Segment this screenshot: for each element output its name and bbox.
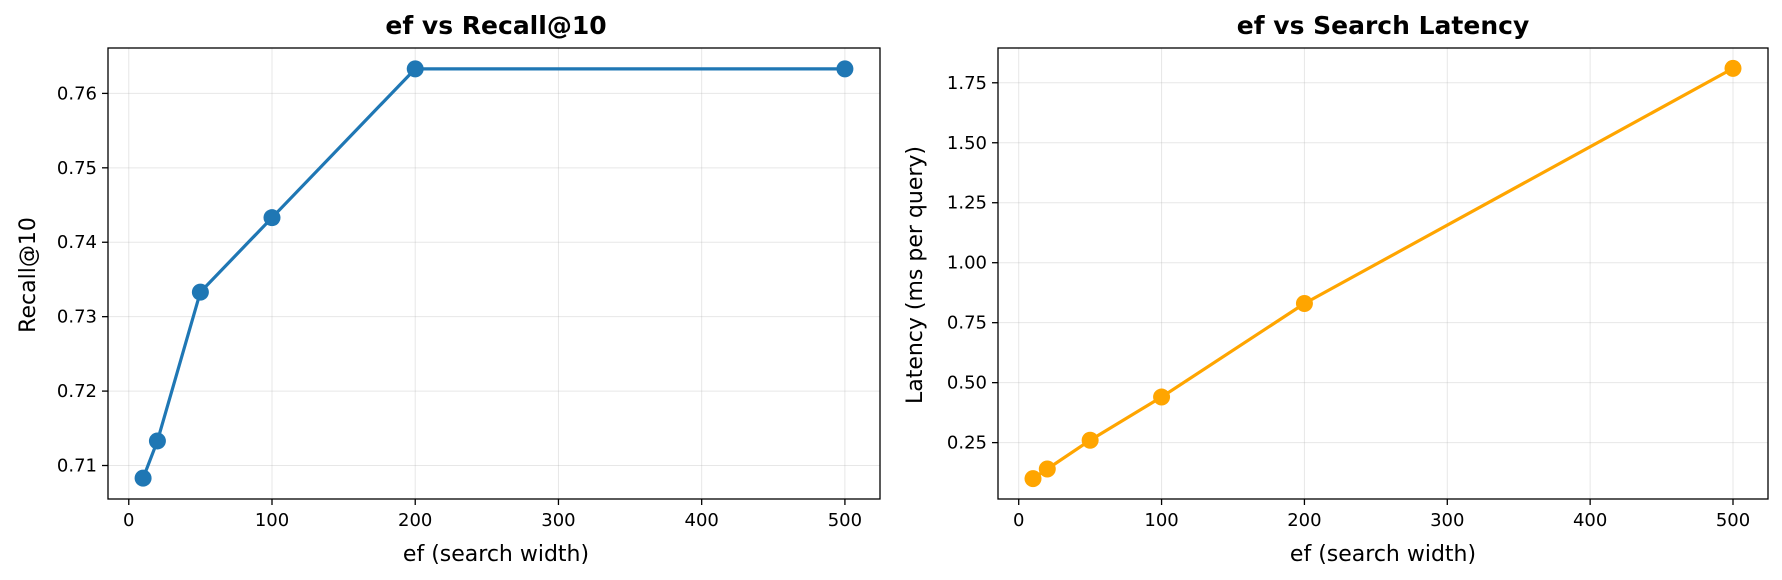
- plot-frame: [107, 47, 881, 500]
- x-axis-label: ef (search width): [1290, 542, 1476, 567]
- data-point: [1295, 294, 1313, 312]
- data-point: [1153, 388, 1171, 406]
- x-tick-label: 100: [1144, 510, 1178, 531]
- x-tick-label: 200: [398, 510, 432, 531]
- data-point: [191, 283, 209, 301]
- x-tick-label: 0: [123, 510, 134, 531]
- y-tick-label: 0.76: [57, 83, 97, 104]
- y-tick-label: 0.75: [57, 158, 97, 179]
- x-axis-label: ef (search width): [403, 542, 589, 567]
- x-tick-label: 0: [1013, 510, 1024, 531]
- plot-frame: [997, 47, 1769, 500]
- x-tick-label: 100: [255, 510, 289, 531]
- recall-chart: ef vs Recall@10 ef (search width) Recall…: [16, 11, 881, 567]
- chart-title: ef vs Recall@10: [385, 11, 606, 40]
- x-tick-label: 500: [828, 510, 862, 531]
- y-tick-label: 0.74: [57, 232, 97, 253]
- y-tick-label: 1.25: [947, 193, 987, 214]
- x-tick-label: 300: [1430, 510, 1464, 531]
- y-axis-label: Latency (ms per query): [903, 146, 928, 404]
- y-tick-label: 0.71: [57, 456, 97, 477]
- data-point: [1024, 470, 1042, 488]
- x-tick-label: 300: [541, 510, 575, 531]
- data-point: [148, 432, 166, 450]
- x-tick-label: 500: [1716, 510, 1750, 531]
- y-tick-label: 1.50: [947, 133, 987, 154]
- x-tick-label: 400: [1573, 510, 1607, 531]
- data-point: [263, 209, 281, 227]
- x-tick-label: 400: [685, 510, 719, 531]
- x-tick-label: 200: [1287, 510, 1321, 531]
- y-tick-label: 0.50: [947, 373, 987, 394]
- y-tick-label: 0.25: [947, 433, 987, 454]
- series-line: [1031, 66, 1735, 481]
- data-point: [836, 60, 854, 78]
- y-axis-label: Recall@10: [16, 217, 41, 333]
- latency-chart: ef vs Search Latency ef (search width) L…: [903, 11, 1769, 567]
- data-point: [134, 469, 152, 487]
- y-tick-label: 0.75: [947, 313, 987, 334]
- y-tick-label: 1.00: [947, 253, 987, 274]
- chart-title: ef vs Search Latency: [1237, 11, 1530, 40]
- data-point: [406, 60, 424, 78]
- data-point: [1724, 59, 1742, 77]
- data-point: [1081, 431, 1099, 449]
- y-tick-label: 0.72: [57, 381, 97, 402]
- data-point: [1038, 460, 1056, 478]
- y-tick-label: 0.73: [57, 307, 97, 328]
- series-line: [141, 67, 847, 480]
- y-tick-label: 1.75: [947, 73, 987, 94]
